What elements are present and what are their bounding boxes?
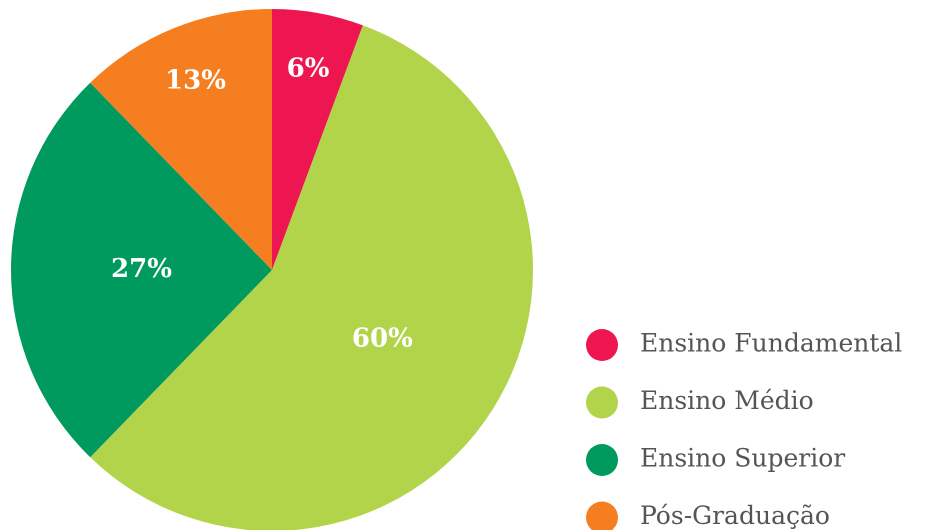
legend-swatch	[586, 444, 618, 476]
legend-label: Ensino Superior	[640, 444, 845, 473]
legend-label: Ensino Fundamental	[640, 329, 902, 358]
pie-slice	[90, 9, 272, 270]
pie-slice	[272, 9, 363, 270]
legend-label: Ensino Médio	[640, 386, 814, 415]
legend-label: Pós-Graduação	[640, 501, 830, 530]
legend-swatch	[586, 329, 618, 361]
pie-slice	[90, 25, 533, 530]
pie-slice	[11, 82, 273, 458]
value-label: 6%	[287, 54, 330, 84]
legend-swatch	[586, 386, 618, 419]
value-label: 13%	[165, 65, 226, 95]
legend-swatch	[586, 501, 618, 530]
value-label: 27%	[111, 254, 172, 284]
value-label: 60%	[352, 324, 413, 354]
